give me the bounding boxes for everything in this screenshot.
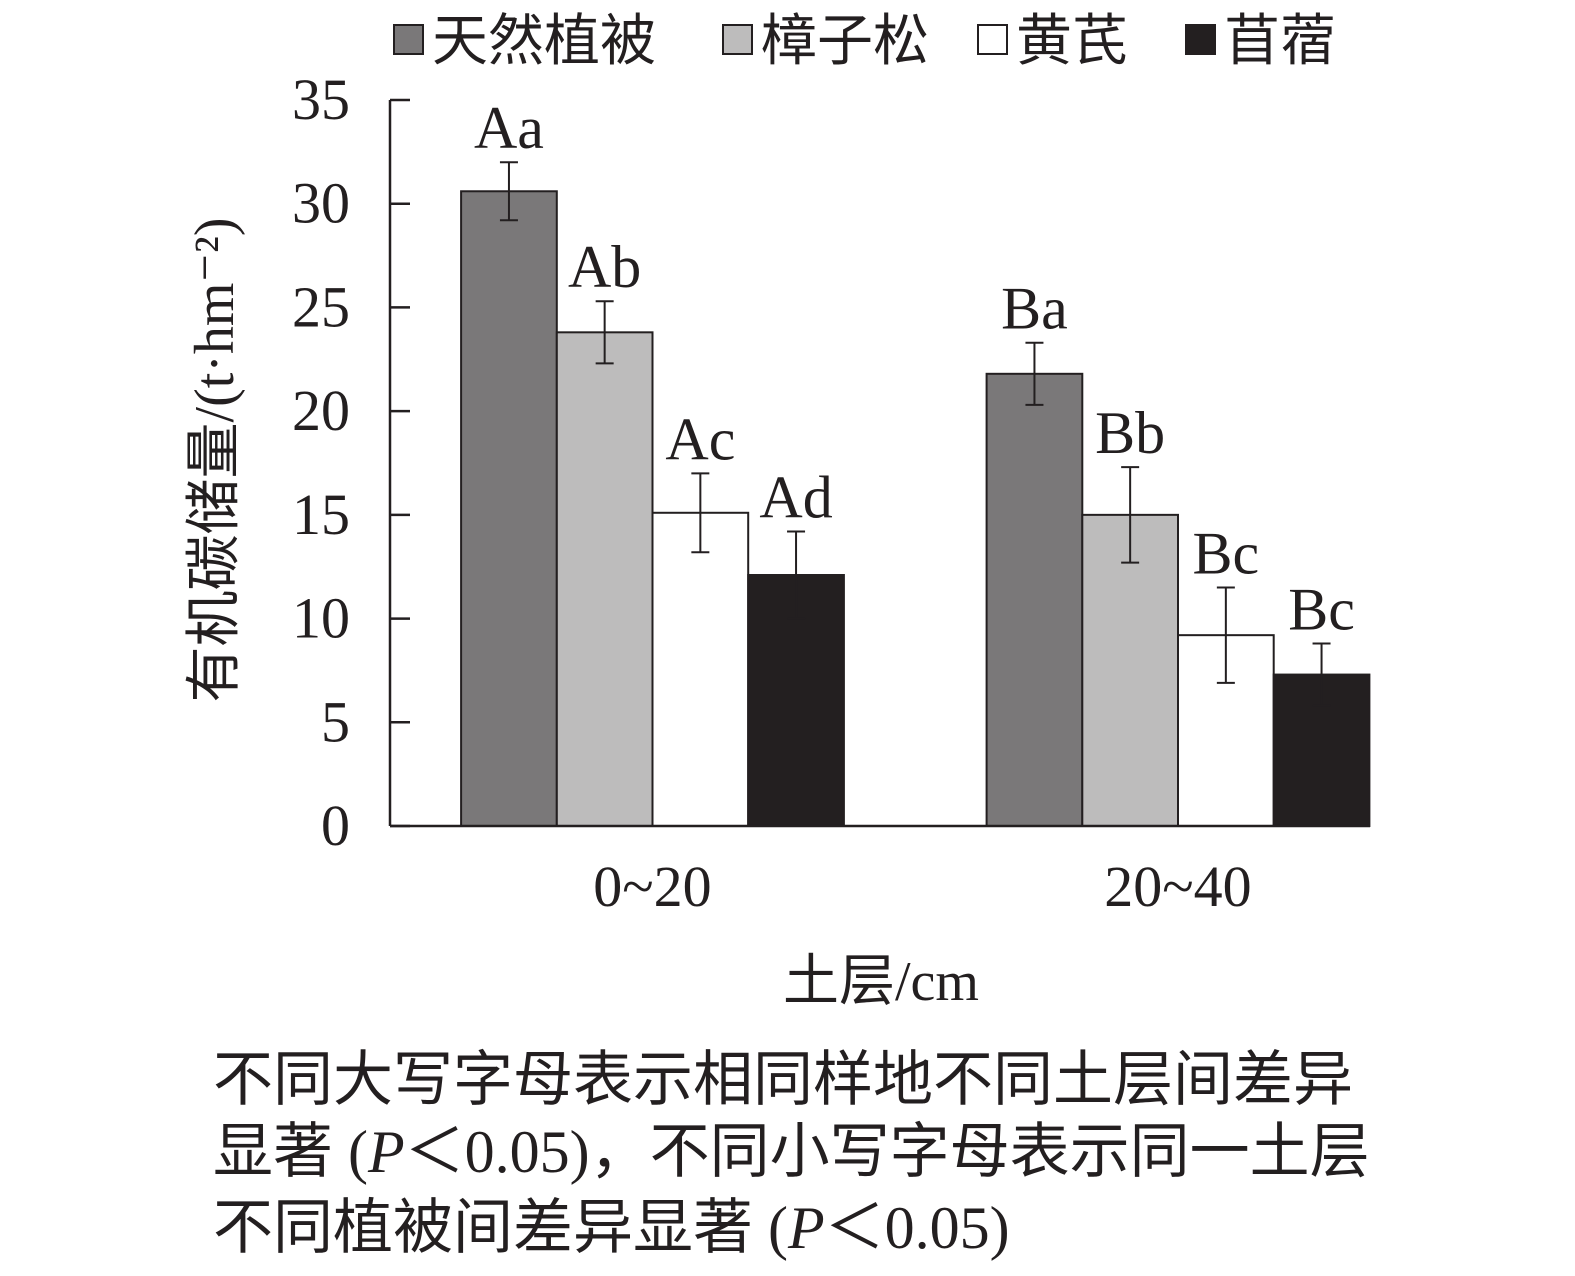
legend-swatch <box>393 24 424 55</box>
legend-item-3: 黄芪 <box>977 11 1128 73</box>
legend-label: 苜蓿 <box>1224 11 1336 73</box>
legend-label: 樟子松 <box>761 11 929 73</box>
x-axis-title: 土层/cm <box>783 951 979 1013</box>
y-tick-label-15: 15 <box>292 482 350 547</box>
significance-label-series-3-group-2: Bc <box>1193 520 1260 586</box>
legend-item-2: 樟子松 <box>722 11 929 73</box>
legend-swatch <box>977 24 1008 55</box>
error-bar-series-2-group-2 <box>1121 466 1140 564</box>
significance-label-series-1-group-1: Aa <box>474 95 544 161</box>
legend-label: 天然植被 <box>432 11 656 73</box>
significance-label-series-4-group-2: Bc <box>1288 576 1355 642</box>
significance-label-series-4-group-1: Ad <box>759 464 832 530</box>
caption-text: ＜0.05) <box>825 1195 1010 1261</box>
significance-label-series-3-group-1: Ac <box>665 406 735 472</box>
legend: 天然植被 樟子松 黄芪 苜蓿 <box>393 11 1336 73</box>
legend-swatch <box>722 24 753 55</box>
caption-italic-p: P <box>367 1119 405 1185</box>
error-bar-series-1-group-2 <box>1025 341 1044 406</box>
x-tick-label-2: 20~40 <box>1104 854 1251 919</box>
y-tick-label-30: 30 <box>292 171 350 236</box>
y-tick-label-20: 20 <box>292 378 350 443</box>
caption-line-1: 不同大写字母表示相同样地不同土层间差异 <box>213 1047 1353 1113</box>
error-bar-series-3-group-1 <box>691 472 710 554</box>
x-tick-label-1: 0~20 <box>593 854 711 919</box>
caption-text: 不同植被间差异显著 ( <box>213 1195 788 1261</box>
error-bar-series-3-group-2 <box>1216 586 1235 684</box>
y-tick-label-35: 35 <box>292 67 350 132</box>
caption-line-2: 显著 (P＜0.05)，不同小写字母表示同一土层 <box>213 1119 1370 1185</box>
caption-text: 显著 ( <box>213 1119 368 1185</box>
legend-label: 黄芪 <box>1016 11 1128 73</box>
y-tick-label-0: 0 <box>321 793 350 858</box>
legend-item-1: 天然植被 <box>393 11 656 73</box>
significance-label-series-2-group-2: Bb <box>1095 400 1165 466</box>
error-bar-series-4-group-1 <box>787 530 806 620</box>
bar-series-2-group-2 <box>1081 513 1180 827</box>
caption: 不同大写字母表示相同样地不同土层间差异 显著 (P＜0.05)，不同小写字母表示… <box>213 1047 1370 1261</box>
legend-item-4: 苜蓿 <box>1185 11 1336 73</box>
bar-series-2-group-1 <box>555 331 654 827</box>
caption-text: ＜0.05)，不同小写字母表示同一土层 <box>405 1119 1370 1185</box>
y-tick-label-25: 25 <box>292 274 350 339</box>
plot-area: 0 5 10 15 20 25 30 35 Aa Ab Ac Ad 0~20 Ba Bb Bc Bc 20~40 <box>292 67 1371 919</box>
caption-text: 不同大写字母表示相同样地不同土层间差异 <box>213 1047 1353 1113</box>
significance-label-series-2-group-1: Ab <box>568 234 641 300</box>
bar-series-3-group-1 <box>651 511 750 827</box>
error-bar-series-4-group-2 <box>1312 642 1331 707</box>
legend-swatch <box>1185 24 1216 55</box>
error-bar-series-2-group-1 <box>595 300 614 365</box>
significance-label-series-1-group-2: Ba <box>1001 276 1068 342</box>
error-bar-series-1-group-1 <box>499 161 518 222</box>
bar-series-1-group-2 <box>985 372 1084 827</box>
caption-italic-p: P <box>787 1195 825 1261</box>
caption-line-3: 不同植被间差异显著 (P＜0.05) <box>213 1195 1010 1261</box>
bar-series-1-group-1 <box>460 190 558 828</box>
y-tick-label-5: 5 <box>321 689 350 754</box>
y-tick-label-10: 10 <box>292 586 350 651</box>
y-axis-title: 有机碳储量/(t·hm⁻²) <box>184 218 246 703</box>
